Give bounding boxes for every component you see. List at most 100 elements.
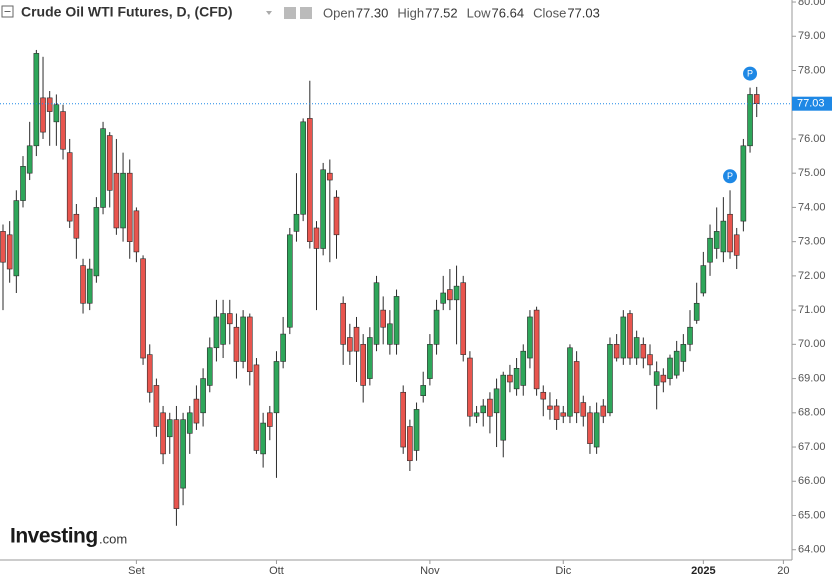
x-tick-label: 2025	[691, 565, 715, 577]
instrument-title: Crude Oil WTI Futures, D, (CFD)	[21, 4, 233, 20]
candle-body	[747, 94, 753, 147]
y-tick-label: 68.00	[798, 407, 826, 419]
pivot-marker	[743, 66, 758, 81]
collapse-icon[interactable]	[1, 5, 14, 18]
candle-body	[360, 344, 366, 386]
x-tick-label: Set	[128, 565, 145, 577]
candle-body	[220, 313, 226, 345]
y-tick-label: 71.00	[798, 304, 826, 316]
candle-body	[120, 172, 126, 229]
candle-body	[280, 333, 286, 362]
candle-body	[387, 323, 393, 345]
y-tick-label: 79.00	[798, 30, 826, 42]
candle-body	[20, 166, 26, 201]
candle-body	[206, 347, 213, 386]
title-dropdown-arrow[interactable]	[266, 11, 272, 15]
candle-body	[613, 344, 620, 359]
candle-body	[0, 231, 6, 263]
candle-body	[6, 234, 13, 270]
candle-body	[507, 374, 513, 383]
candle-body	[133, 210, 140, 253]
candle-body	[567, 347, 573, 417]
candle-body	[293, 213, 300, 232]
quote-value: 76.64	[492, 5, 525, 20]
candle-body	[587, 412, 593, 444]
candle-body	[480, 405, 487, 414]
candle-body	[407, 426, 413, 462]
y-tick-label: 67.00	[798, 441, 826, 453]
candle-body	[86, 268, 93, 304]
candle-body	[600, 405, 607, 417]
candle-body	[453, 285, 460, 301]
candle-body	[26, 145, 33, 174]
quote-name: Close	[533, 5, 566, 20]
candle-body	[246, 316, 253, 373]
candle-body	[687, 326, 693, 345]
candle-body	[447, 289, 453, 301]
candle-body	[287, 234, 293, 328]
pivot-marker-label: P	[747, 68, 753, 78]
candle-body	[527, 316, 533, 359]
candle-body	[700, 265, 707, 294]
candle-body	[473, 412, 480, 417]
y-tick-label: 80.00	[798, 0, 826, 8]
y-tick-label: 72.00	[798, 270, 826, 282]
candle-body	[493, 388, 500, 414]
candle-body	[593, 412, 600, 448]
candle-body	[300, 121, 306, 215]
candle-body	[80, 265, 86, 304]
candle-body	[320, 169, 326, 249]
candle-body	[200, 378, 206, 414]
candle-body	[547, 405, 553, 410]
candle-body	[226, 313, 233, 325]
candle-body	[740, 145, 747, 222]
y-tick-label: 66.00	[798, 475, 826, 487]
quote-row: Open 77.30 High 77.52 Low 76.64 Close 77.03	[323, 5, 600, 20]
candle-body	[53, 104, 60, 123]
candle-body	[193, 398, 200, 424]
candle-body	[487, 398, 493, 417]
candle-body	[627, 313, 633, 359]
quote-value: 77.03	[567, 5, 600, 20]
candle-body	[253, 364, 260, 451]
candle-body	[673, 350, 680, 376]
candle-body	[327, 172, 333, 181]
candle-body	[553, 405, 560, 420]
candle-body	[540, 391, 547, 400]
candle-body	[13, 200, 20, 277]
candle-body	[180, 419, 186, 489]
candle-body	[580, 402, 587, 417]
candle-body	[266, 412, 273, 427]
candle-body	[173, 419, 180, 509]
candle-body	[160, 412, 166, 455]
candle-body	[733, 234, 740, 256]
settings-icon[interactable]	[284, 7, 296, 19]
candle-body	[707, 237, 713, 263]
candle-body	[513, 368, 520, 390]
candle-body	[440, 292, 447, 304]
candle-body	[146, 354, 153, 393]
candle-body	[373, 282, 380, 345]
candle-body	[753, 94, 760, 104]
candle-body	[500, 374, 507, 441]
candle-body	[313, 227, 320, 249]
x-tick-label: Dic	[555, 565, 571, 577]
watermark-brand: Investing	[10, 525, 98, 548]
candle-body	[340, 302, 346, 345]
candle-body	[460, 282, 467, 355]
candle-body	[720, 220, 727, 253]
y-tick-label: 74.00	[798, 201, 826, 213]
candle-body	[153, 385, 160, 427]
quote-value: 77.30	[356, 5, 389, 20]
close-icon[interactable]	[300, 7, 312, 19]
x-tick-label: Nov	[420, 565, 440, 577]
quote-name: Open	[323, 5, 355, 20]
candle-body	[380, 309, 386, 328]
candle-body	[333, 196, 340, 236]
candle-body	[307, 118, 313, 242]
candle-body	[260, 422, 266, 455]
candle-body	[573, 361, 580, 414]
y-tick-label: 65.00	[798, 509, 826, 521]
